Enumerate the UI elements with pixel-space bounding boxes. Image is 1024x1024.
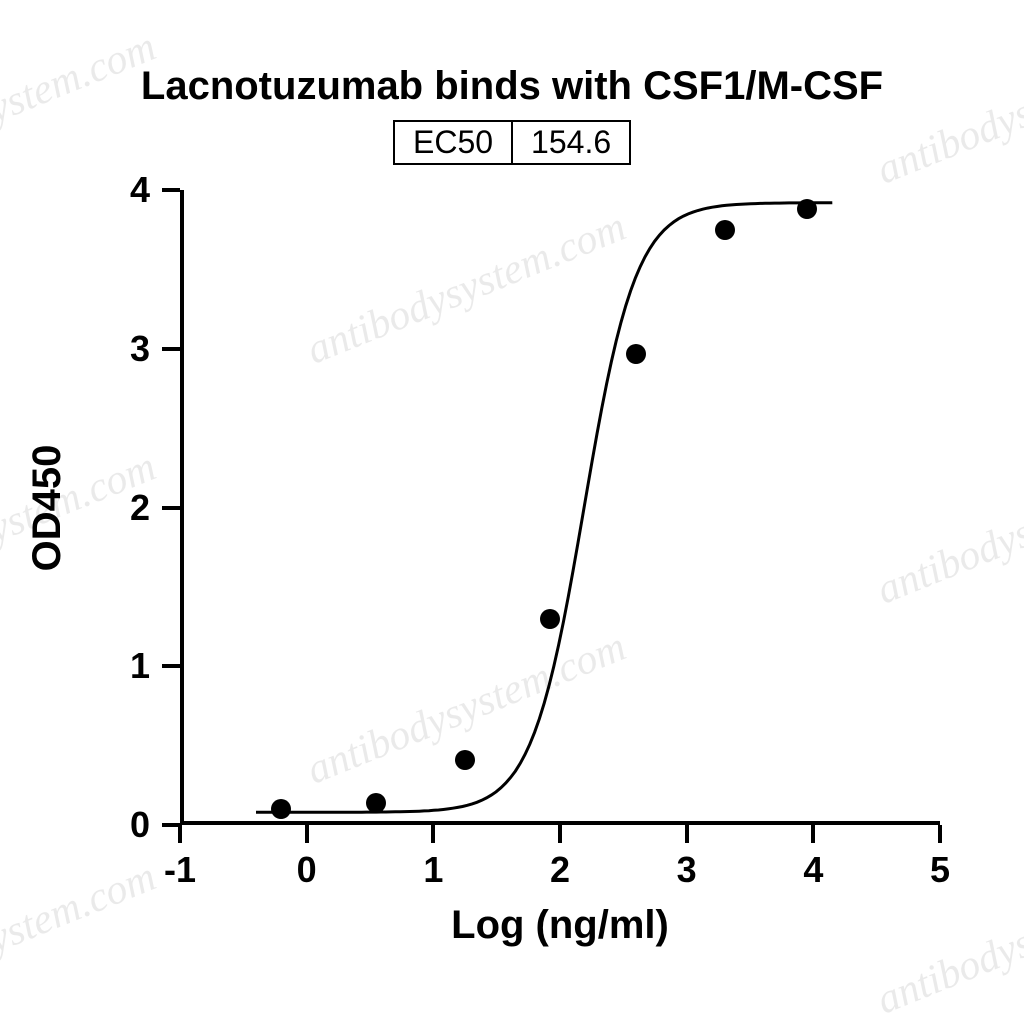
chart-container: Lacnotuzumab binds with CSF1/M-CSF EC50 … bbox=[0, 0, 1024, 1024]
data-point bbox=[271, 799, 291, 819]
data-point bbox=[366, 793, 386, 813]
data-point bbox=[797, 199, 817, 219]
data-point bbox=[715, 220, 735, 240]
data-point bbox=[626, 344, 646, 364]
fit-curve-path bbox=[256, 203, 832, 813]
dose-response-curve bbox=[0, 0, 1024, 1024]
data-point bbox=[540, 609, 560, 629]
data-point bbox=[455, 750, 475, 770]
